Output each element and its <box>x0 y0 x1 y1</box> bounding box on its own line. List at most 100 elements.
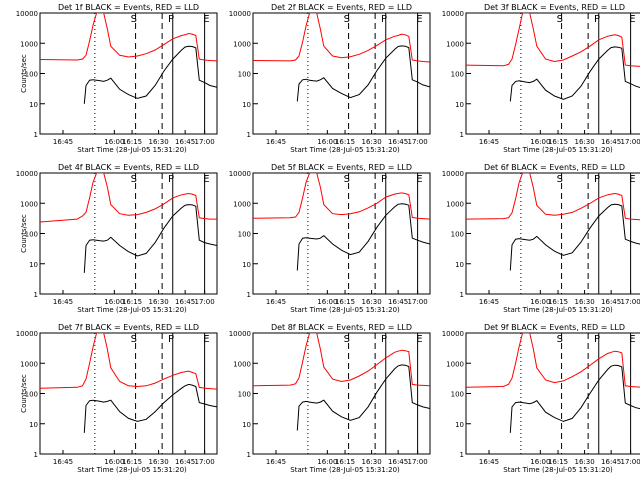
x-tick-label: 16:45 <box>388 138 408 146</box>
y-tick-label: 1000 <box>20 200 38 208</box>
x-tick-label: 16:45 <box>175 458 195 466</box>
x-axis-label: Start Time (28-Jul-05 15:31:20) <box>290 146 400 154</box>
x-tick-label: 16:00 <box>104 298 124 306</box>
x-tick-label: 16:15 <box>122 138 142 146</box>
lld-series-line <box>40 333 217 390</box>
y-tick-label: 1 <box>247 451 251 459</box>
marker-s: S <box>131 174 137 185</box>
detector-panel-9: Det 9f BLACK = Events, RED = LLD 1 10 100 10… <box>442 323 640 474</box>
plot-frame <box>252 12 431 135</box>
y-tick-label: 10 <box>242 261 251 269</box>
marker-s: S <box>344 174 350 185</box>
y-tick-label: 10000 <box>16 330 38 338</box>
y-tick-label: 10000 <box>229 10 251 18</box>
x-tick-label: 16:45 <box>388 458 408 466</box>
x-tick-label: 16:15 <box>548 458 568 466</box>
marker-p: P <box>594 14 600 25</box>
x-tick-label: 16:30 <box>361 138 381 146</box>
marker-e: E <box>203 174 209 185</box>
lld-series-line <box>40 13 217 62</box>
x-tick-label: 17:00 <box>195 458 215 466</box>
y-tick-label: 100 <box>25 71 38 79</box>
x-axis-label: Start Time (28-Jul-05 15:31:20) <box>290 466 400 474</box>
lld-series-line <box>253 13 430 63</box>
x-tick-label: 16:45 <box>53 138 73 146</box>
panel-title: Det 2f BLACK = Events, RED = LLD <box>271 3 412 12</box>
marker-s: S <box>344 14 350 25</box>
y-tick-label: 100 <box>451 231 464 239</box>
y-tick-label: 10 <box>455 421 464 429</box>
y-tick-label: 100 <box>238 391 251 399</box>
x-tick-label: 16:00 <box>104 458 124 466</box>
plot-frame <box>465 12 640 135</box>
y-tick-label: 100 <box>238 231 251 239</box>
x-tick-label: 16:00 <box>530 298 550 306</box>
marker-p: P <box>381 14 387 25</box>
y-tick-label: 1000 <box>233 360 251 368</box>
plot-frame <box>252 332 431 455</box>
x-tick-label: 16:45 <box>175 138 195 146</box>
x-tick-label: 16:45 <box>175 298 195 306</box>
x-tick-label: 17:00 <box>408 138 428 146</box>
panel-title: Det 9f BLACK = Events, RED = LLD <box>484 323 625 332</box>
y-axis-label: Counts/sec <box>20 54 28 93</box>
x-tick-label: 16:45 <box>479 138 499 146</box>
panel-title: Det 1f BLACK = Events, RED = LLD <box>58 3 199 12</box>
y-tick-label: 10000 <box>229 330 251 338</box>
x-tick-label: 16:30 <box>148 138 168 146</box>
x-tick-label: 16:30 <box>574 298 594 306</box>
events-series-line <box>83 45 217 104</box>
lld-series-line <box>466 173 640 221</box>
detector-panel-7: Det 7f BLACK = Events, RED = LLD 1 10 100 10… <box>16 323 218 474</box>
y-tick-label: 10 <box>242 101 251 109</box>
y-tick-label: 1000 <box>446 200 464 208</box>
events-series-line <box>83 383 217 433</box>
x-axis-label: Start Time (28-Jul-05 15:31:20) <box>503 306 613 314</box>
y-tick-label: 10 <box>29 421 38 429</box>
x-tick-label: 17:00 <box>195 298 215 306</box>
marker-s: S <box>557 334 563 345</box>
marker-e: E <box>629 14 635 25</box>
lld-series-line <box>466 333 640 388</box>
x-tick-label: 16:00 <box>530 458 550 466</box>
marker-p: P <box>168 174 174 185</box>
plot-frame <box>39 332 218 455</box>
y-tick-label: 10 <box>29 101 38 109</box>
lld-series-line <box>253 333 430 387</box>
marker-e: E <box>629 174 635 185</box>
x-tick-label: 16:15 <box>335 458 355 466</box>
x-tick-label: 16:45 <box>266 298 286 306</box>
x-tick-label: 16:45 <box>601 458 621 466</box>
panel-title: Det 7f BLACK = Events, RED = LLD <box>58 323 199 332</box>
y-tick-label: 10 <box>455 101 464 109</box>
x-tick-label: 17:00 <box>621 138 640 146</box>
x-tick-label: 16:45 <box>479 458 499 466</box>
detector-panel-2: Det 2f BLACK = Events, RED = LLD 1 10 100 10… <box>229 3 431 154</box>
events-series-line <box>296 203 430 271</box>
marker-e: E <box>203 14 209 25</box>
marker-p: P <box>168 14 174 25</box>
detector-panel-5: Det 5f BLACK = Events, RED = LLD 1 10 100 10… <box>229 163 431 314</box>
panel-title: Det 6f BLACK = Events, RED = LLD <box>484 163 625 172</box>
x-tick-label: 16:15 <box>548 138 568 146</box>
x-axis-label: Start Time (28-Jul-05 15:31:20) <box>503 146 613 154</box>
x-tick-label: 16:45 <box>266 458 286 466</box>
events-series-line <box>509 203 640 271</box>
y-tick-label: 10000 <box>442 330 464 338</box>
lld-series-line <box>466 13 640 67</box>
marker-p: P <box>594 174 600 185</box>
marker-p: P <box>168 334 174 345</box>
y-tick-label: 1 <box>460 451 464 459</box>
panel-title: Det 4f BLACK = Events, RED = LLD <box>58 163 199 172</box>
x-tick-label: 17:00 <box>621 298 640 306</box>
y-tick-label: 100 <box>25 231 38 239</box>
y-tick-label: 10000 <box>16 170 38 178</box>
x-tick-label: 16:00 <box>317 298 337 306</box>
marker-p: P <box>594 334 600 345</box>
marker-e: E <box>416 334 422 345</box>
plot-frame <box>39 12 218 135</box>
x-tick-label: 16:30 <box>148 298 168 306</box>
detector-panel-3: Det 3f BLACK = Events, RED = LLD 1 10 100 10… <box>442 3 640 154</box>
events-series-line <box>296 364 430 431</box>
